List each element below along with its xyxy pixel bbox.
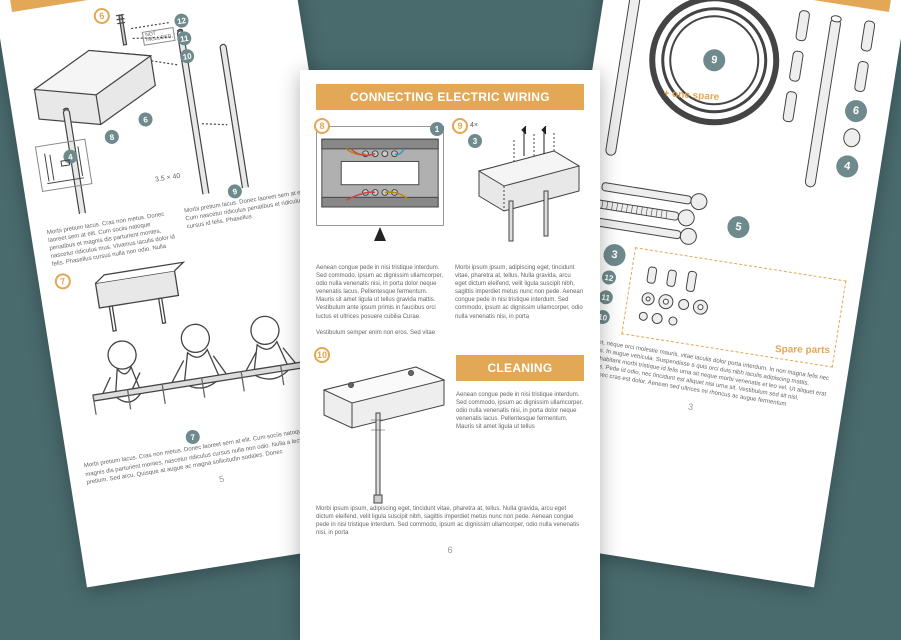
ferrule-5: [850, 58, 873, 95]
diagram-8: [316, 126, 444, 226]
badge-9-coil: 9: [702, 48, 727, 73]
inset-box-svg: [33, 136, 102, 205]
badge-7b: 7: [185, 429, 201, 445]
rod-1: [595, 0, 653, 162]
spare-parts-svg: [632, 257, 791, 350]
badge-1a: 1: [430, 122, 444, 136]
badge-11-parts: 11: [598, 289, 614, 305]
cap-1: [841, 126, 862, 151]
badge-4-parts: 4: [835, 154, 860, 179]
banner-cleaning: CLEANING: [456, 355, 584, 381]
center-lorem-left: Aenean congue pede in nisi tristique int…: [316, 264, 445, 337]
badge-12-parts: 12: [601, 269, 617, 285]
arrow-up-1: [374, 227, 386, 241]
badge-5-parts: 5: [726, 215, 751, 240]
diagram-8-svg: [317, 127, 443, 225]
center-lorem-btm: Morbi ipsum ipsum, adipiscing eget, tinc…: [316, 505, 584, 537]
center-lorem-right: Morbi ipsum ipsum, adipiscing eget, tinc…: [455, 264, 584, 337]
center-lorem-clean: Aenean congue pede in nisi tristique int…: [456, 391, 584, 431]
badge-6-parts: 6: [843, 98, 868, 123]
ferrule-2: [785, 48, 808, 85]
badge-3c: 3: [468, 134, 482, 148]
ferrule-4: [856, 18, 879, 55]
step-10-cleaning-row: 10 CLEANING Aenean congue pede in nisi t…: [316, 349, 584, 505]
step-8-9-row: 8 1: [316, 120, 584, 246]
badge-3-parts: 3: [602, 242, 627, 267]
ferrule-1: [791, 7, 814, 44]
badge-8-gold: 8: [314, 118, 330, 134]
page-connecting-wiring: CONNECTING ELECTRIC WIRING 8 1: [300, 70, 600, 640]
diagram-10-svg: [316, 355, 446, 505]
4x-label: 4×: [470, 122, 478, 129]
ferrule-3: [778, 88, 801, 125]
center-pagenum: 6: [316, 545, 584, 555]
spare-parts-label: Spare parts: [775, 344, 830, 356]
wire-coil: 9: [640, 0, 789, 135]
banner-center-1: CONNECTING ELECTRIC WIRING: [316, 84, 584, 110]
badge-10-gold: 10: [314, 347, 330, 363]
badge-9-gold: 9: [452, 118, 468, 134]
parts-top: 9 + one spare 6 4: [593, 0, 887, 210]
